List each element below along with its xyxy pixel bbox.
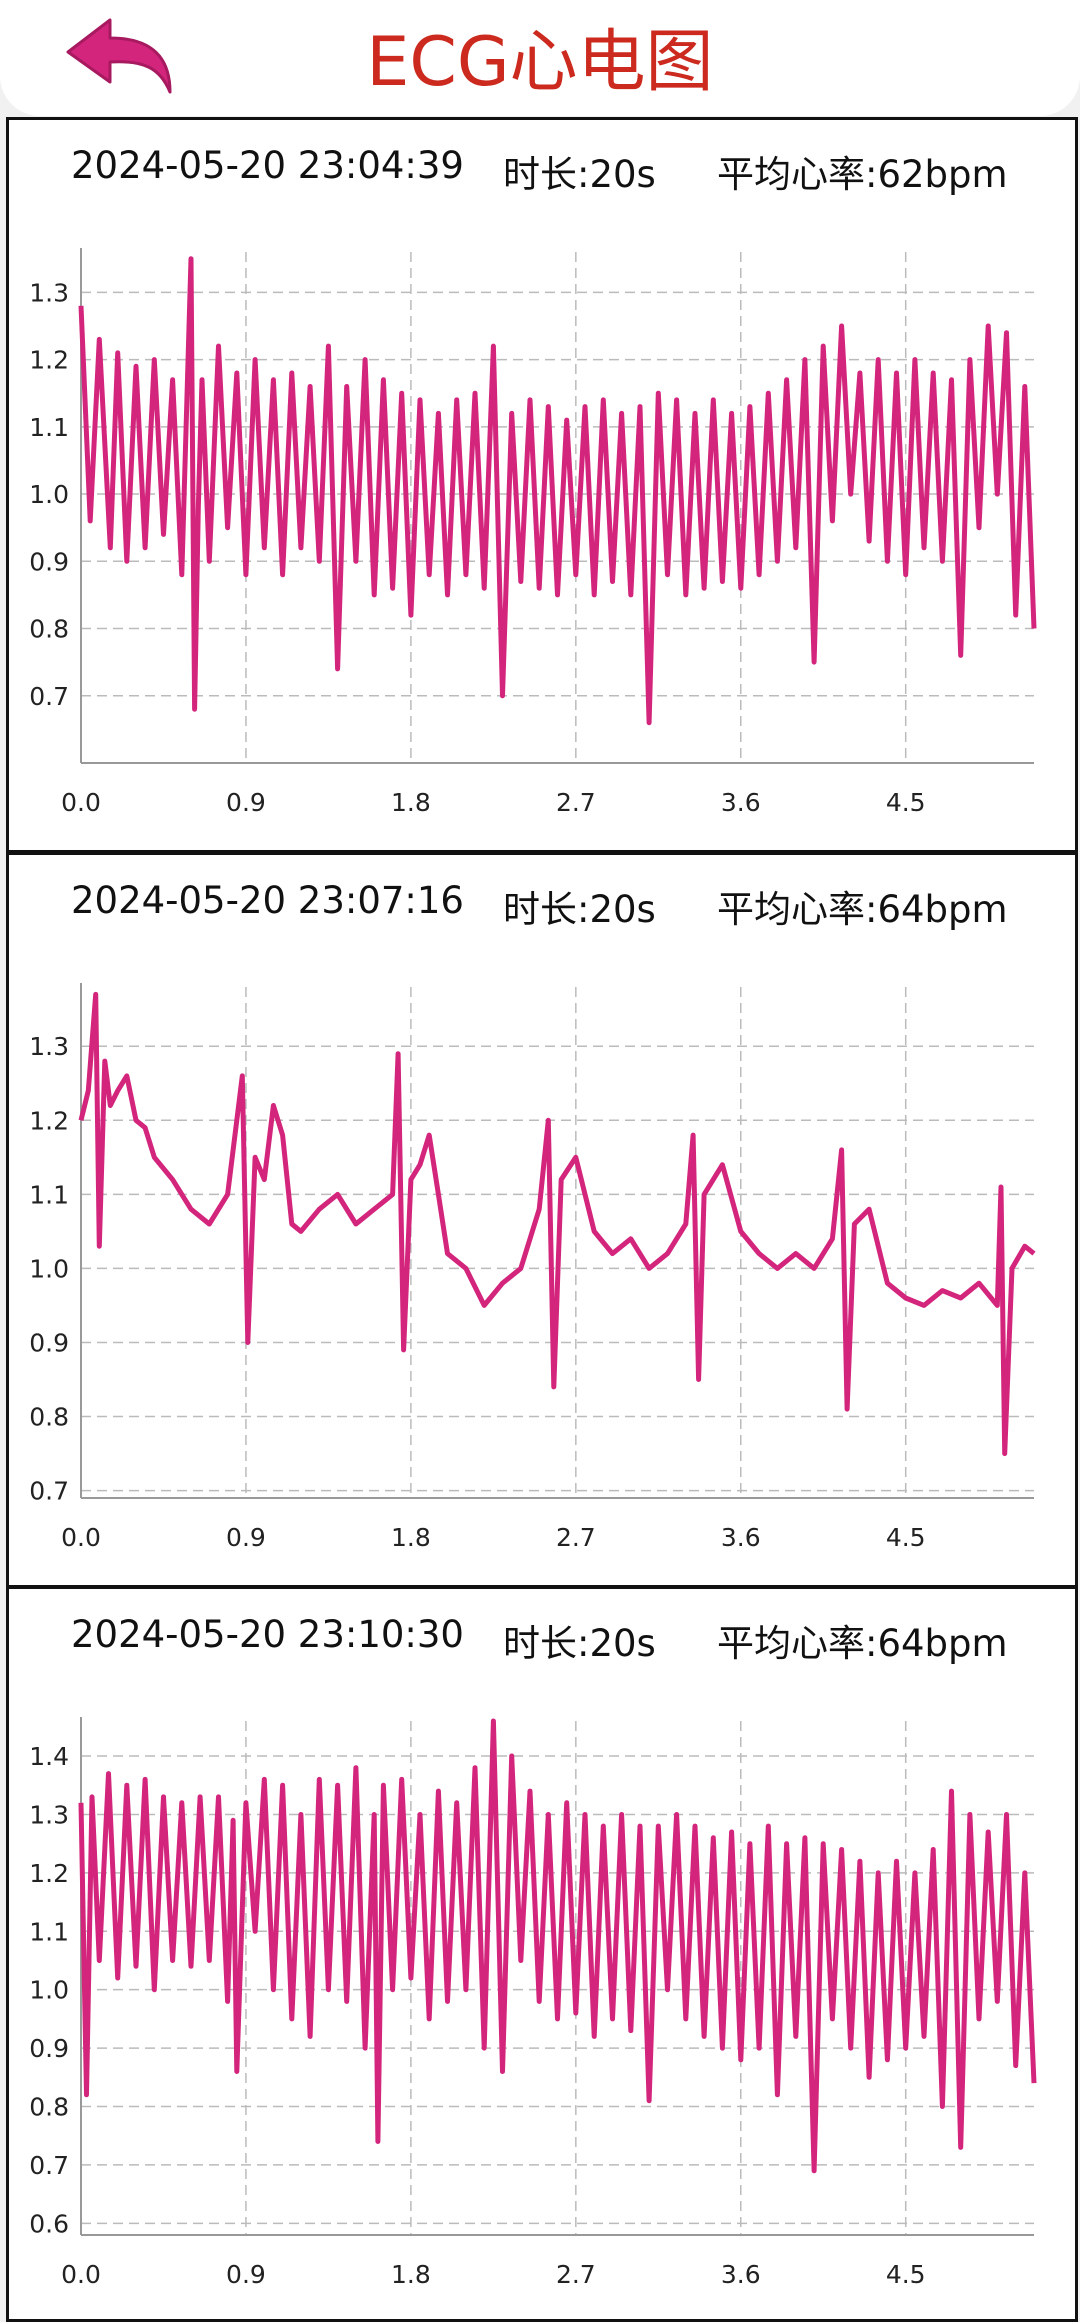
x-tick-label: 0.0 xyxy=(61,788,101,817)
y-tick-label: 1.0 xyxy=(29,1976,69,2005)
x-tick-label: 2.7 xyxy=(556,1523,596,1552)
back-arrow-icon xyxy=(66,18,172,94)
record-timestamp: 2024-05-20 23:10:30 xyxy=(71,1613,464,1656)
y-tick-label: 0.8 xyxy=(29,2093,69,2122)
x-tick-label: 0.9 xyxy=(226,788,266,817)
y-tick-label: 0.9 xyxy=(29,547,69,576)
x-tick-label: 4.5 xyxy=(886,788,926,817)
y-tick-label: 0.7 xyxy=(29,2151,69,2180)
record-header: 2024-05-20 23:04:39 时长:20s 平均心率:62bpm xyxy=(9,120,1075,220)
x-tick-label: 3.6 xyxy=(721,2260,761,2289)
record-heart-rate: 平均心率:62bpm xyxy=(717,153,1008,196)
ecg-chart: 0.6 0.7 0.8 0.9 1.0 1.1 1.2 1.3 1.4 0.0 0.9 1.8 2.7 3… xyxy=(29,1717,1037,2289)
record-duration: 时长:20s xyxy=(503,1622,656,1665)
record-duration: 时长:20s xyxy=(503,888,656,931)
y-tick-label: 1.2 xyxy=(29,1859,69,1888)
y-tick-label: 0.9 xyxy=(29,1328,69,1357)
y-tick-label: 1.0 xyxy=(29,1254,69,1283)
ecg-series-line xyxy=(78,991,1036,1457)
ecg-record-card[interactable]: 2024-05-20 23:04:39 时长:20s 平均心率:62bpm 0.… xyxy=(6,117,1078,853)
y-tick-label: 1.2 xyxy=(29,1106,69,1135)
y-tick-label: 0.7 xyxy=(29,682,69,711)
x-tick-label: 0.0 xyxy=(61,1523,101,1552)
y-tick-label: 1.0 xyxy=(29,480,69,509)
back-button[interactable] xyxy=(58,12,188,104)
y-tick-label: 1.4 xyxy=(29,1742,69,1771)
y-tick-label: 0.7 xyxy=(29,1477,69,1506)
x-tick-label: 2.7 xyxy=(556,788,596,817)
ecg-chart: 0.7 0.8 0.9 1.0 1.1 1.2 1.3 0.0 0.9 1.8 2.7 3.6 4.5 xyxy=(29,248,1037,817)
x-tick-label: 4.5 xyxy=(886,1523,926,1552)
x-tick-label: 0.9 xyxy=(226,2260,266,2289)
y-tick-label: 0.6 xyxy=(29,2209,69,2238)
x-tick-label: 2.7 xyxy=(556,2260,596,2289)
y-tick-label: 0.8 xyxy=(29,615,69,644)
x-tick-label: 3.6 xyxy=(721,788,761,817)
record-heart-rate: 平均心率:64bpm xyxy=(717,888,1008,931)
record-header: 2024-05-20 23:07:16 时长:20s 平均心率:64bpm xyxy=(9,855,1075,955)
x-tick-label: 1.8 xyxy=(391,2260,431,2289)
ecg-chart: 0.7 0.8 0.9 1.0 1.1 1.2 1.3 0.0 0.9 1.8 2.7 3.6 4.5 xyxy=(29,983,1036,1552)
x-tick-label: 1.8 xyxy=(391,788,431,817)
y-tick-label: 0.8 xyxy=(29,1403,69,1432)
y-tick-label: 1.3 xyxy=(29,1032,69,1061)
ecg-series-line xyxy=(78,1718,1037,2174)
x-tick-label: 3.6 xyxy=(721,1523,761,1552)
ecg-record-card[interactable]: 2024-05-20 23:10:30 时长:20s 平均心率:64bpm 0.… xyxy=(6,1586,1078,2322)
y-tick-label: 1.1 xyxy=(29,1917,69,1946)
x-tick-label: 0.0 xyxy=(61,2260,101,2289)
y-tick-label: 1.3 xyxy=(29,1800,69,1829)
x-tick-label: 1.8 xyxy=(391,1523,431,1552)
y-tick-label: 1.1 xyxy=(29,413,69,442)
ecg-record-card[interactable]: 2024-05-20 23:07:16 时长:20s 平均心率:64bpm 0.… xyxy=(6,852,1078,1588)
y-tick-label: 1.1 xyxy=(29,1180,69,1209)
y-tick-label: 1.3 xyxy=(29,278,69,307)
x-tick-label: 4.5 xyxy=(886,2260,926,2289)
y-tick-label: 1.2 xyxy=(29,346,69,375)
page-title: ECG心电图 xyxy=(366,23,714,102)
record-duration: 时长:20s xyxy=(503,153,656,196)
app-header: ECG心电图 xyxy=(0,0,1080,116)
record-header: 2024-05-20 23:10:30 时长:20s 平均心率:64bpm xyxy=(9,1589,1075,1689)
record-timestamp: 2024-05-20 23:07:16 xyxy=(71,879,464,922)
x-tick-label: 0.9 xyxy=(226,1523,266,1552)
record-timestamp: 2024-05-20 23:04:39 xyxy=(71,144,464,187)
ecg-series-line xyxy=(78,256,1037,726)
y-tick-label: 0.9 xyxy=(29,2034,69,2063)
record-heart-rate: 平均心率:64bpm xyxy=(717,1622,1008,1665)
